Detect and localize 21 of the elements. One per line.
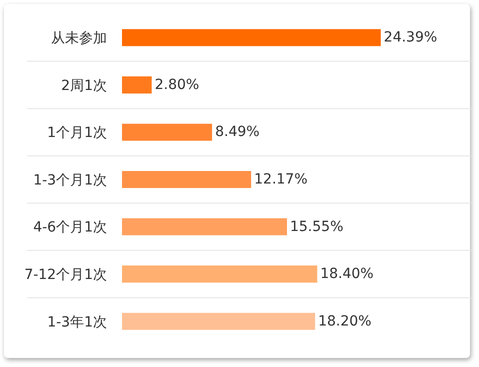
bar bbox=[122, 312, 316, 330]
y-tick-label: 1个月1次 bbox=[47, 125, 107, 142]
y-tick-label: 2周1次 bbox=[61, 78, 107, 94]
data-label: 18.40% bbox=[320, 266, 374, 282]
bar bbox=[122, 266, 318, 283]
bar bbox=[122, 124, 212, 141]
bar bbox=[122, 29, 381, 46]
y-tick-label: 从未参加 bbox=[51, 30, 107, 47]
data-label: 12.17% bbox=[254, 172, 308, 188]
y-tick-label: 7-12个月1次 bbox=[24, 266, 107, 283]
data-label: 2.80% bbox=[154, 76, 200, 93]
bar bbox=[122, 170, 252, 188]
data-label: 24.39% bbox=[384, 30, 438, 46]
data-label: 18.20% bbox=[318, 313, 372, 330]
data-label: 15.55% bbox=[290, 218, 344, 235]
bar bbox=[122, 76, 152, 94]
y-tick-label: 4-6个月1次 bbox=[33, 220, 107, 236]
y-tick-label: 1-3年1次 bbox=[47, 314, 107, 330]
bar bbox=[122, 218, 287, 236]
y-tick-label: 1-3个月1次 bbox=[33, 172, 107, 188]
data-label: 8.49% bbox=[215, 124, 260, 140]
